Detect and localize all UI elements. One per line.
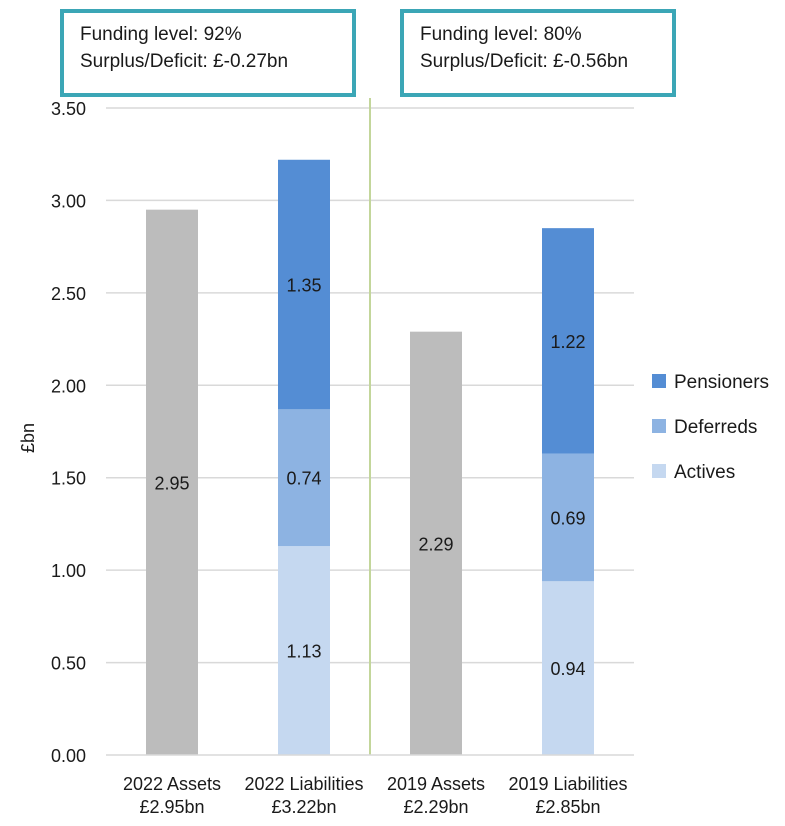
- annotation-box-2019: Funding level: 80% Surplus/Deficit: £-0.…: [400, 9, 676, 97]
- legend-swatch-actives: [652, 464, 666, 478]
- bar-deferreds: [542, 453, 594, 582]
- data-label: 0.74: [286, 469, 321, 489]
- legend-label: Actives: [674, 462, 735, 483]
- x-tick-label: 2019 Assets: [387, 774, 485, 794]
- x-tick-label: 2019 Liabilities: [508, 774, 627, 794]
- surplus-deficit-2022: Surplus/Deficit: £-0.27bn: [80, 51, 289, 72]
- bar-pensioners: [542, 228, 594, 454]
- y-tick-label: 2.00: [51, 376, 86, 396]
- data-label: 1.13: [286, 642, 321, 662]
- legend-label: Pensioners: [674, 372, 769, 393]
- bar-actives: [278, 546, 330, 755]
- y-tick-label: 0.00: [51, 746, 86, 766]
- data-label: 2.95: [154, 473, 189, 493]
- data-label: 0.94: [550, 659, 585, 679]
- y-axis-label: £bn: [18, 423, 38, 453]
- x-tick-label: 2022 Assets: [123, 774, 221, 794]
- legend-label: Deferreds: [674, 417, 757, 438]
- data-labels: 2.95 1.13 0.74 1.35 2.29 0.94 0.69 1.22: [154, 276, 585, 680]
- bars: [146, 159, 594, 755]
- legend-swatch-pensioners: [652, 374, 666, 388]
- legend: Pensioners Deferreds Actives: [652, 372, 769, 483]
- x-tick-label: £2.85bn: [535, 797, 600, 817]
- funding-level-2022: Funding level: 92%: [80, 24, 242, 45]
- data-label: 2.29: [418, 534, 453, 554]
- x-axis-labels: 2022 Assets £2.95bn 2022 Liabilities £3.22b…: [123, 774, 628, 817]
- surplus-deficit-2019: Surplus/Deficit: £-0.56bn: [420, 51, 629, 72]
- bar-pensioners: [278, 159, 330, 410]
- x-tick-label: £2.95bn: [139, 797, 204, 817]
- y-tick-label: 3.00: [51, 191, 86, 211]
- x-tick-label: £3.22bn: [271, 797, 336, 817]
- bar-deferreds: [278, 409, 330, 547]
- y-tick-label: 1.50: [51, 469, 86, 489]
- bar-assets: [146, 209, 198, 755]
- x-tick-label: 2022 Liabilities: [244, 774, 363, 794]
- bar-assets: [410, 331, 462, 755]
- y-tick-label: 1.00: [51, 561, 86, 581]
- data-label: 1.22: [550, 332, 585, 352]
- x-tick-label: £2.29bn: [403, 797, 468, 817]
- y-tick-label: 3.50: [51, 99, 86, 119]
- y-tick-label: 0.50: [51, 654, 86, 674]
- y-axis-ticks: 0.00 0.50 1.00 1.50 2.00 2.50 3.00 3.50: [51, 99, 86, 766]
- bar-actives: [542, 581, 594, 755]
- y-tick-label: 2.50: [51, 284, 86, 304]
- data-label: 1.35: [286, 276, 321, 296]
- legend-swatch-deferreds: [652, 419, 666, 433]
- data-label: 0.69: [550, 508, 585, 528]
- annotation-box-2022: Funding level: 92% Surplus/Deficit: £-0.…: [60, 9, 356, 97]
- funding-level-2019: Funding level: 80%: [420, 24, 582, 45]
